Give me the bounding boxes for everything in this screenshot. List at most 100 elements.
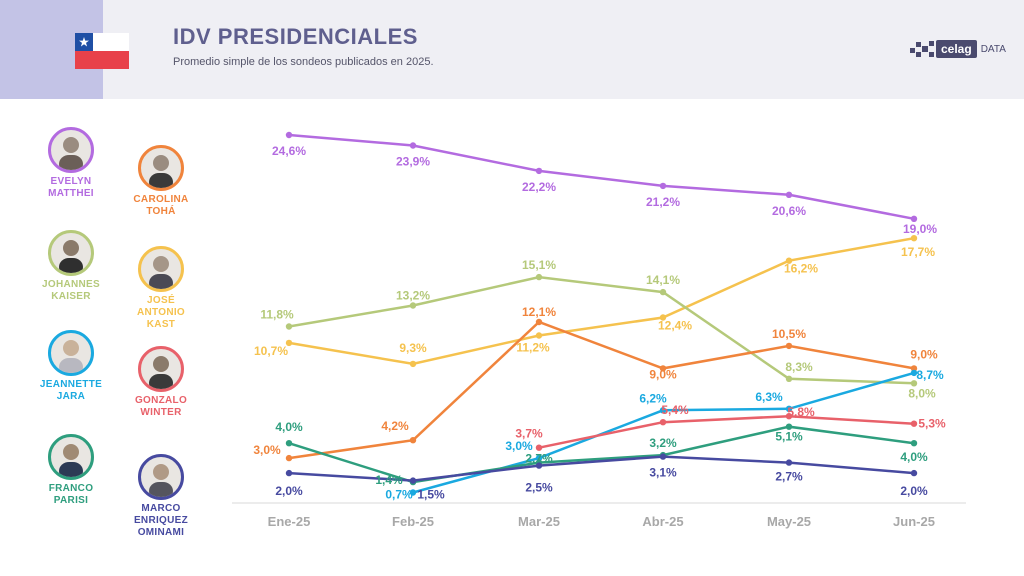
data-point (785, 191, 793, 198)
candidate-name-line: EVELYN (50, 176, 92, 187)
data-point (409, 302, 417, 309)
page-title: IDV PRESIDENCIALES (173, 24, 418, 49)
data-label: 4,2% (381, 419, 409, 433)
data-label: 20,6% (772, 204, 806, 218)
data-point (535, 454, 543, 462)
series-points (285, 131, 918, 496)
candidate-name-line: OMINAMI (137, 527, 185, 538)
celag-data-logo: celag DATA (910, 38, 1006, 60)
data-label: 16,2% (784, 262, 818, 276)
data-point (659, 314, 667, 321)
data-point (659, 453, 667, 460)
data-label: 11,8% (260, 308, 294, 322)
data-point (535, 318, 543, 326)
chile-flag-icon (75, 33, 129, 69)
data-label: 6,3% (755, 390, 783, 404)
data-label: 10,7% (254, 344, 288, 358)
data-label: 3,7% (515, 427, 543, 441)
person-icon (149, 256, 173, 289)
data-point (535, 167, 543, 175)
data-point (785, 342, 793, 350)
avatar (138, 346, 184, 392)
data-point (535, 332, 543, 339)
x-axis-ticks: Ene-25 Feb-25 Mar-25 Abr-25 May-25 Jun-25 (268, 514, 935, 529)
legend-candidate-kaiser: JOHANNES KAISER (16, 230, 126, 303)
data-point (659, 182, 667, 190)
logo-sub: DATA (980, 43, 1006, 55)
celag-logo-icon (910, 38, 936, 60)
legend-candidate-enriquez-ominami: MARCO ENRIQUEZ OMINAMI (106, 454, 216, 539)
data-label: 2,7% (775, 470, 803, 484)
data-point (659, 288, 667, 296)
data-label: 9,0% (649, 367, 677, 381)
candidate-name-line: CAROLINA (133, 194, 189, 205)
data-label: 3,0% (505, 439, 533, 453)
series-line (288, 455, 915, 482)
data-label: 8,7% (916, 368, 944, 382)
data-point (910, 469, 918, 477)
data-label: 19,0% (903, 222, 937, 236)
data-label: 24,6% (272, 144, 306, 158)
logo-name: celag (936, 40, 977, 58)
data-label: 14,1% (646, 273, 680, 287)
data-label: 2,5% (525, 481, 553, 495)
data-label: 13,2% (396, 289, 430, 303)
person-icon (59, 444, 83, 477)
legend-candidate-matthei: EVELYN MATTHEI (16, 127, 126, 200)
data-point (535, 444, 543, 451)
data-point (785, 375, 793, 382)
candidate-name-line: JOSÉ (147, 295, 175, 306)
avatar (138, 454, 184, 500)
series-line (538, 414, 915, 449)
data-point (409, 360, 417, 368)
data-point (785, 423, 793, 430)
data-label: 10,5% (772, 327, 806, 341)
series-line (288, 236, 915, 366)
series-line (288, 133, 915, 221)
data-point (285, 339, 293, 347)
x-tick-label: Feb-25 (392, 514, 434, 529)
data-label: 4,0% (275, 420, 303, 434)
candidate-name-line: ENRIQUEZ (133, 515, 189, 526)
data-label: 21,2% (646, 195, 680, 209)
person-icon (149, 155, 173, 188)
data-point (910, 420, 918, 427)
data-label: 5,3% (918, 417, 946, 431)
series-line (288, 425, 915, 484)
candidate-name-line: PARISI (53, 495, 89, 506)
candidate-name-line: JEANNETTE (39, 379, 103, 390)
page-subtitle: Promedio simple de los sondeos publicado… (173, 56, 434, 68)
candidate-name-line: MARCO (141, 503, 181, 514)
legend-candidate-parisi: FRANCO PARISI (16, 434, 126, 507)
data-point (785, 405, 793, 412)
avatar (48, 127, 94, 173)
data-label: 2,0% (900, 484, 928, 498)
data-labels: 24,6% 23,9% 22,2% 21,2% 20,6% 19,0% 10,7% 9,3% 1… (253, 144, 946, 502)
data-point (785, 257, 793, 264)
data-label: 9,3% (399, 341, 427, 355)
data-point (910, 380, 918, 387)
data-label: 4,0% (900, 450, 928, 464)
data-label: 3,0% (253, 443, 281, 457)
data-label: 5,1% (775, 430, 803, 444)
data-label: 23,9% (396, 155, 430, 169)
candidate-name-line: KAST (146, 319, 176, 330)
data-point (285, 323, 293, 330)
legend-candidate-winter: GONZALO WINTER (106, 346, 216, 419)
legend-candidate-kast: JOSÉ ANTONIO KAST (106, 246, 216, 331)
data-label: 17,7% (901, 245, 935, 259)
avatar (48, 434, 94, 480)
data-point (409, 477, 417, 484)
data-point (910, 440, 918, 447)
data-label: 15,1% (522, 258, 556, 272)
data-point (910, 215, 918, 222)
series-lines (288, 133, 915, 494)
data-point (285, 454, 293, 462)
data-label: 3,1% (649, 466, 677, 480)
data-point (409, 489, 417, 496)
series-line (288, 275, 915, 385)
data-label: 8,0% (908, 386, 936, 400)
data-point (409, 437, 417, 444)
data-point (785, 459, 793, 466)
legend-candidate-toha: CAROLINA TOHÁ (106, 145, 216, 218)
